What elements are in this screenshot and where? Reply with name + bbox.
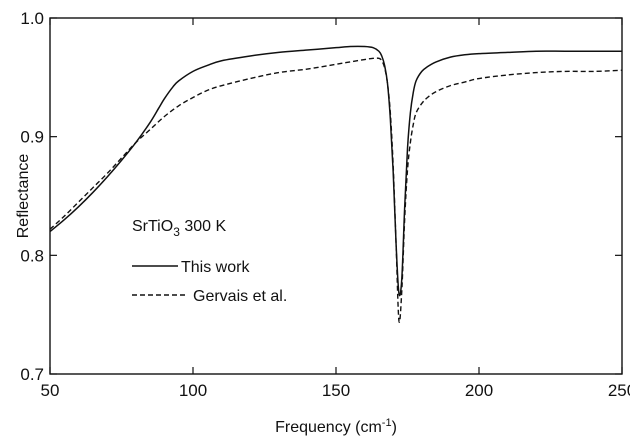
- x-axis-title-end: ): [392, 419, 397, 436]
- x-axis-title-main: Frequency (cm: [275, 419, 382, 436]
- sample-annotation: SrTiO3 300 K: [132, 218, 226, 239]
- x-tick-label: 50: [41, 381, 60, 400]
- x-tick-label: 250: [608, 381, 630, 400]
- annotation-suffix: 300 K: [180, 218, 227, 235]
- series-lines: [50, 45, 622, 323]
- x-axis-ticks: 50 100 150 200 250: [41, 18, 630, 400]
- x-axis-title-superscript: -1: [382, 417, 392, 429]
- y-axis-ticks: 0.7 0.8 0.9 1.0: [20, 9, 622, 384]
- y-tick-label: 0.7: [20, 365, 44, 384]
- series-line-gervais: [50, 57, 622, 323]
- y-tick-label: 0.9: [20, 128, 44, 147]
- legend: This work Gervais et al.: [132, 259, 287, 305]
- y-tick-label: 0.8: [20, 246, 44, 265]
- x-tick-label: 150: [322, 381, 350, 400]
- y-axis-title: Reflectance: [15, 154, 32, 239]
- x-tick-label: 200: [465, 381, 493, 400]
- legend-label-gervais: Gervais et al.: [193, 288, 287, 305]
- x-axis-title: Frequency (cm-1): [275, 417, 397, 436]
- annotation-prefix: SrTiO: [132, 218, 173, 235]
- y-tick-label: 1.0: [20, 9, 44, 28]
- plot-frame: [49, 17, 623, 375]
- series-line-this-work: [50, 45, 622, 297]
- x-tick-label: 100: [179, 381, 207, 400]
- legend-label-this-work: This work: [181, 259, 250, 276]
- annotation-subscript: 3: [173, 225, 180, 239]
